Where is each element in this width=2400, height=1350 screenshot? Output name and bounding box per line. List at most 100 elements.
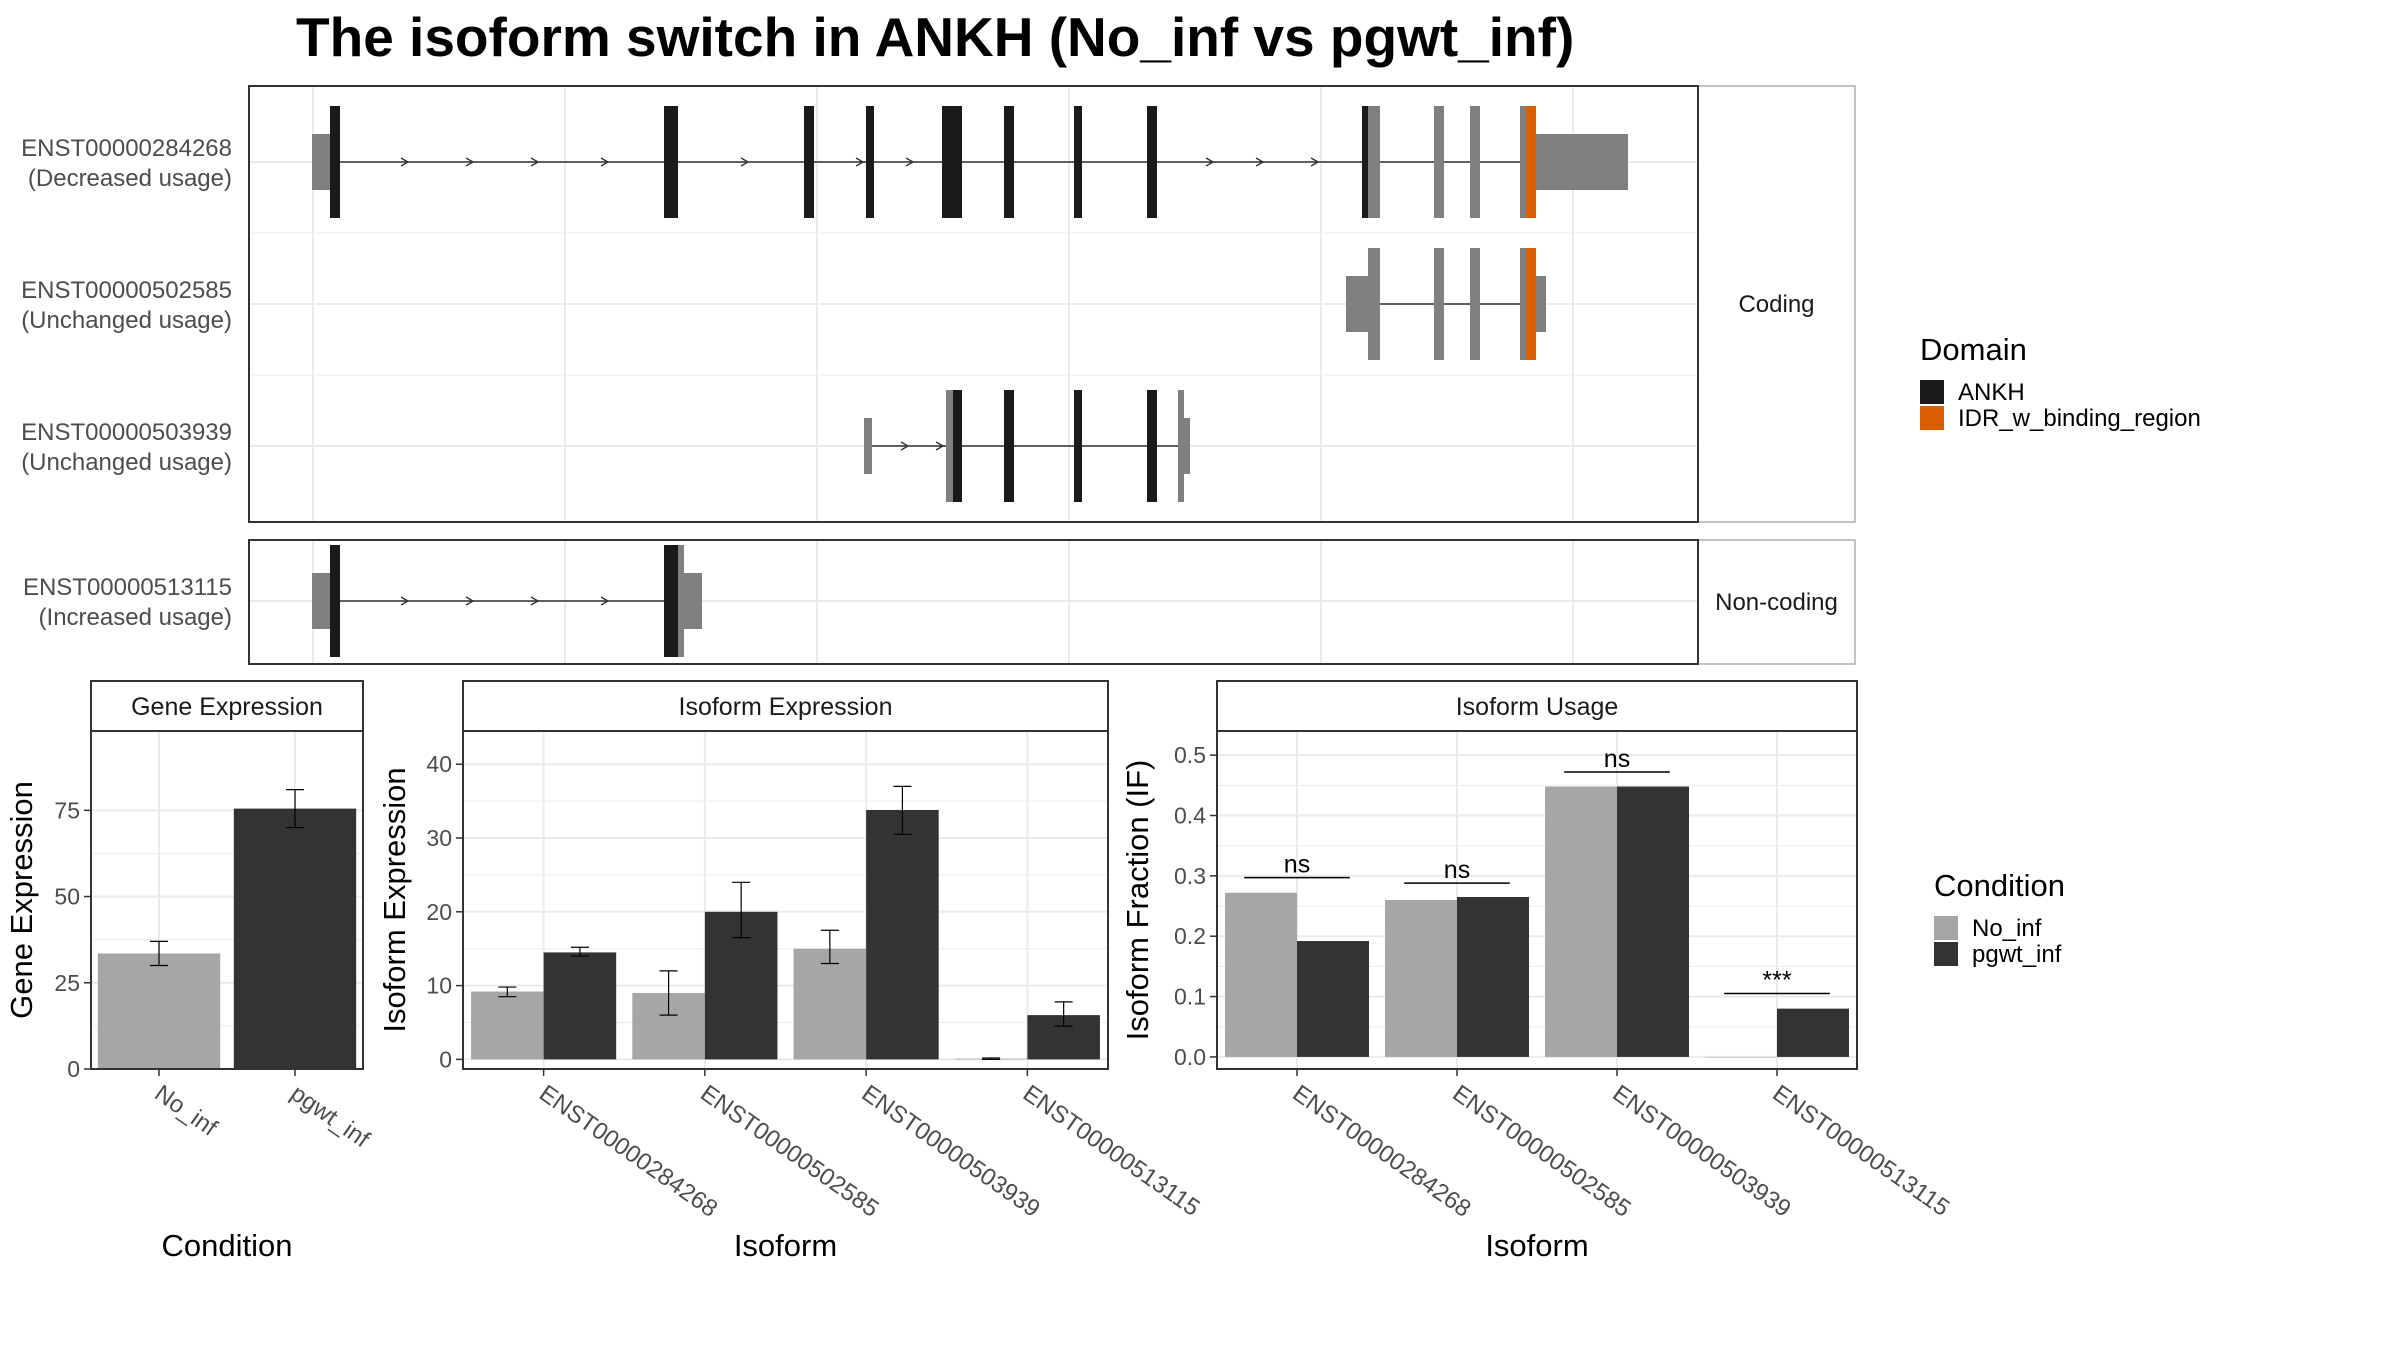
strand-arrow xyxy=(740,157,750,167)
strand-arrow xyxy=(600,157,610,167)
facet-label: Coding xyxy=(1738,291,1814,318)
structure-panel-border xyxy=(248,85,1699,523)
ankh-exon xyxy=(664,545,678,657)
y-tick-label: 0.3 xyxy=(1174,863,1206,889)
x-axis-title: Isoform xyxy=(1485,1228,1588,1263)
bar xyxy=(1617,786,1689,1057)
x-axis-title: Isoform xyxy=(734,1228,837,1263)
ankh-exon xyxy=(1004,106,1014,218)
x-tick-label: ENST00000284268 xyxy=(534,1080,722,1223)
strand-arrow xyxy=(600,596,610,606)
y-tick-label: 40 xyxy=(426,751,452,777)
strand-arrow xyxy=(935,441,945,451)
x-tick-label: ENST00000502585 xyxy=(695,1080,883,1223)
panel-border xyxy=(462,730,1109,1070)
y-tick-label: 0.1 xyxy=(1174,984,1206,1010)
facet-label: Non-coding xyxy=(1715,589,1838,616)
legend-swatch xyxy=(1920,380,1944,404)
idr-exon xyxy=(1526,106,1536,218)
legend-swatch xyxy=(1920,406,1944,430)
ankh-exon xyxy=(1362,106,1368,218)
y-tick-label: 25 xyxy=(54,970,80,996)
legend-title: Domain xyxy=(1920,332,2027,367)
ankh-exon xyxy=(1074,390,1082,502)
panel-border xyxy=(1216,730,1858,1070)
strand-arrow xyxy=(1255,157,1265,167)
strand-arrow xyxy=(400,157,410,167)
ankh-exon xyxy=(1147,390,1157,502)
exon xyxy=(678,545,684,657)
isoform-usage-chart: Isoform UsagensENST00000284268nsENST0000… xyxy=(1120,680,1954,1263)
panel-border xyxy=(90,730,364,1070)
legend-label: IDR_w_binding_region xyxy=(1958,405,2201,432)
ankh-exon xyxy=(953,390,962,502)
isoform-structure-panel: Coding Non-coding ENST00000284268 (Decrease… xyxy=(21,85,1856,665)
significance-label: ns xyxy=(1604,745,1630,773)
x-tick-label: ENST00000503939 xyxy=(857,1080,1045,1223)
bar xyxy=(1225,892,1297,1057)
panel-strip xyxy=(90,680,364,732)
y-axis-title: Gene Expression xyxy=(4,781,39,1019)
exon xyxy=(1434,106,1444,218)
exon xyxy=(1184,418,1190,474)
strand-arrow xyxy=(465,596,475,606)
isoform-usage-label: (Unchanged usage) xyxy=(21,307,232,334)
bar xyxy=(793,948,867,1060)
y-tick-label: 50 xyxy=(54,884,80,910)
y-tick-label: 20 xyxy=(426,899,452,925)
exon xyxy=(1470,248,1480,360)
exon xyxy=(1520,248,1526,360)
ankh-exon xyxy=(330,545,340,657)
isoform-id-label: ENST00000513115 xyxy=(23,574,232,601)
exon xyxy=(1520,106,1526,218)
gene-expression-chart: Gene Expression No_inf pgwt_inf 0 25 50 75 Cond… xyxy=(4,680,375,1263)
legend-swatch xyxy=(1934,942,1958,966)
y-tick-label: 30 xyxy=(426,825,452,851)
exon xyxy=(864,418,872,474)
isoform-id-label: ENST00000284268 xyxy=(21,135,232,162)
strand-arrow xyxy=(1310,157,1320,167)
exon xyxy=(1346,276,1368,332)
ankh-exon xyxy=(804,106,814,218)
isoform-usage-label: (Decreased usage) xyxy=(28,165,232,192)
panel-title: Isoform Expression xyxy=(679,693,893,721)
y-tick-label: 75 xyxy=(54,797,80,823)
bar xyxy=(543,952,617,1060)
isoform-id-label: ENST00000502585 xyxy=(21,277,232,304)
exon xyxy=(1470,106,1480,218)
legend-title: Condition xyxy=(1934,868,2065,903)
exon xyxy=(1536,134,1628,190)
bar xyxy=(1385,900,1457,1057)
bar xyxy=(1705,1056,1777,1058)
x-tick-label: pgwt_inf xyxy=(286,1080,375,1154)
ankh-exon xyxy=(330,106,340,218)
ankh-exon xyxy=(664,106,678,218)
legend-label: ANKH xyxy=(1958,379,2025,406)
y-tick-label: 0.2 xyxy=(1174,923,1206,949)
significance-label: *** xyxy=(1762,967,1791,995)
exon xyxy=(1368,106,1380,218)
bar xyxy=(233,808,357,1069)
ankh-exon xyxy=(866,106,874,218)
significance-label: ns xyxy=(1444,856,1470,884)
legend-label: No_inf xyxy=(1972,915,2042,942)
legend-label: pgwt_inf xyxy=(1972,941,2062,968)
bar xyxy=(1457,896,1529,1057)
panel-title: Isoform Usage xyxy=(1456,693,1619,721)
bar xyxy=(866,809,939,1060)
significance-label: ns xyxy=(1284,851,1310,879)
bar xyxy=(471,991,544,1060)
panel-strip xyxy=(1216,680,1858,732)
strand-arrow xyxy=(855,157,865,167)
isoform-expression-chart: Isoform ExpressionENST00000284268ENST000… xyxy=(377,680,1205,1263)
exon xyxy=(312,134,330,190)
exon xyxy=(946,390,953,502)
strand-arrow xyxy=(1205,157,1215,167)
bar xyxy=(1297,941,1369,1057)
ankh-exon xyxy=(1147,106,1157,218)
strand-arrow xyxy=(530,596,540,606)
exon xyxy=(1434,248,1444,360)
ankh-exon xyxy=(942,106,962,218)
